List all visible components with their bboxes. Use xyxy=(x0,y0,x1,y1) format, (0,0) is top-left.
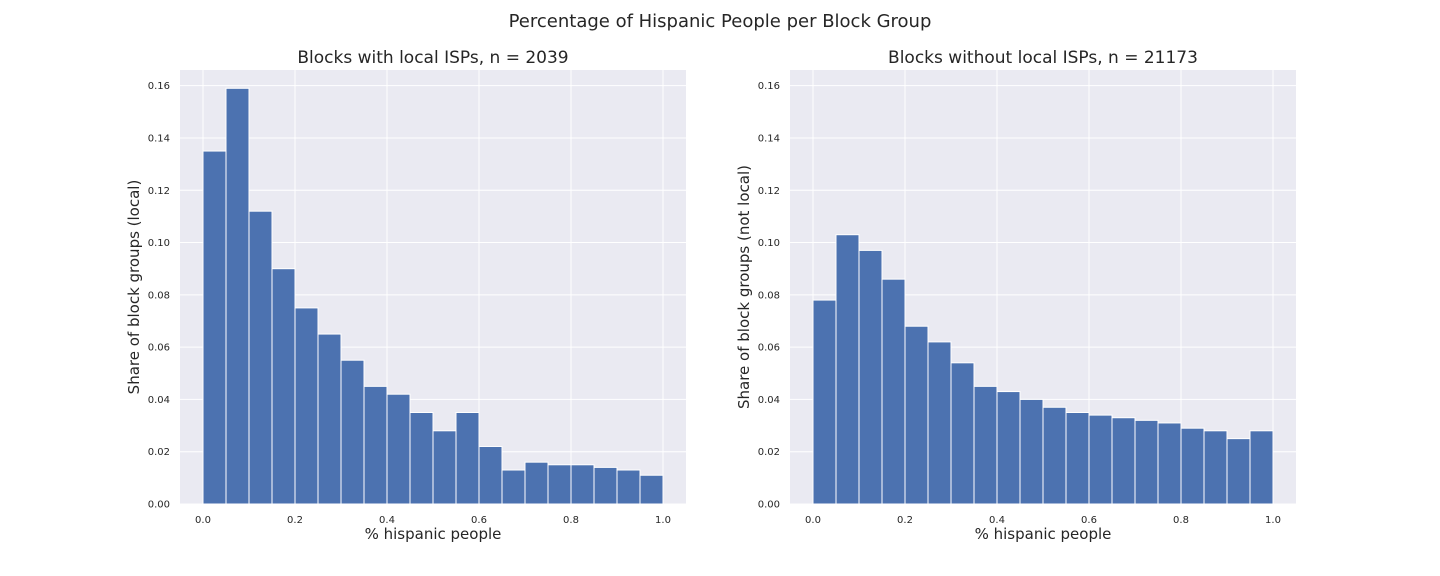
histogram-bar xyxy=(1065,411,1090,505)
panel-title: Blocks with local ISPs, n = 2039 xyxy=(297,48,568,68)
histogram-bar xyxy=(835,234,860,505)
y-tick-label: 0.14 xyxy=(148,133,170,144)
y-tick-label: 0.08 xyxy=(758,290,780,301)
x-tick-label: 0.4 xyxy=(379,515,395,526)
x-tick-label: 0.0 xyxy=(805,515,821,526)
histogram-bar xyxy=(812,299,837,505)
histogram-bar xyxy=(904,325,929,505)
y-tick-label: 0.16 xyxy=(148,81,170,92)
y-tick-label: 0.14 xyxy=(758,133,780,144)
x-tick-label: 0.2 xyxy=(287,515,303,526)
chart-panel-left: 0.00 0.02 0.04 0.06 0.08 0.10 0.12 0.14 0.16 0.0 0… xyxy=(125,48,686,543)
histogram-bar xyxy=(202,150,227,505)
histogram-bar xyxy=(547,464,572,505)
y-axis-label: Share of block groups (local) xyxy=(125,180,143,395)
x-axis-label: % hispanic people xyxy=(975,525,1112,543)
histogram-bar xyxy=(1042,406,1067,505)
panel-title: Blocks without local ISPs, n = 21173 xyxy=(888,48,1198,68)
y-tick-label: 0.02 xyxy=(148,447,170,458)
histogram-bar xyxy=(225,87,250,505)
histogram-bar xyxy=(501,469,526,505)
histogram-bar xyxy=(478,445,503,505)
histogram-bar xyxy=(317,333,342,505)
y-tick-label: 0.12 xyxy=(148,186,170,197)
histogram-bar xyxy=(455,411,480,505)
y-tick-label: 0.10 xyxy=(148,238,170,249)
y-tick-label: 0.16 xyxy=(758,81,780,92)
x-tick-label: 0.8 xyxy=(563,515,579,526)
histogram-bar xyxy=(432,430,457,505)
histogram-bar xyxy=(294,307,319,505)
histogram-bar xyxy=(363,385,388,505)
x-tick-label: 1.0 xyxy=(1265,515,1281,526)
histogram-bar xyxy=(1180,427,1205,505)
histogram-bar xyxy=(973,385,998,505)
histogram-bar xyxy=(1203,430,1228,505)
histogram-bar xyxy=(950,362,975,505)
histogram-bar xyxy=(570,464,595,505)
y-tick-label: 0.00 xyxy=(148,500,170,511)
histogram-bar xyxy=(409,411,434,505)
histogram-bar xyxy=(271,268,296,505)
chart-panel-right: 0.00 0.02 0.04 0.06 0.08 0.10 0.12 0.14 0.16 0.0 0… xyxy=(735,48,1296,543)
x-axis-label: % hispanic people xyxy=(365,525,502,543)
histogram-bar xyxy=(386,393,411,505)
histogram-bar xyxy=(639,474,664,505)
y-axis-label: Share of block groups (not local) xyxy=(735,165,753,409)
histogram-bar xyxy=(524,461,549,505)
histogram-bar xyxy=(1019,398,1044,505)
histogram-bar xyxy=(616,469,641,505)
x-tick-label: 0.6 xyxy=(1081,515,1097,526)
y-tick-label: 0.04 xyxy=(758,395,780,406)
x-tick-label: 0.0 xyxy=(195,515,211,526)
x-tick-label: 0.8 xyxy=(1173,515,1189,526)
y-tick-label: 0.10 xyxy=(758,238,780,249)
histogram-bar xyxy=(340,359,365,505)
y-tick-label: 0.00 xyxy=(758,500,780,511)
histogram-bar xyxy=(1134,419,1159,505)
histogram-bar xyxy=(1249,430,1274,505)
y-tick-label: 0.12 xyxy=(758,186,780,197)
histogram-bar xyxy=(1088,414,1113,505)
y-tick-label: 0.08 xyxy=(148,290,170,301)
histogram-bar xyxy=(927,341,952,505)
y-tick-label: 0.02 xyxy=(758,447,780,458)
histogram-bar xyxy=(858,249,883,505)
histogram-bar xyxy=(593,466,618,505)
x-tick-label: 0.4 xyxy=(989,515,1005,526)
x-tick-label: 0.2 xyxy=(897,515,913,526)
y-tick-label: 0.06 xyxy=(758,343,780,354)
histogram-bar xyxy=(1157,422,1182,505)
histogram-bar xyxy=(1111,417,1136,505)
y-tick-label: 0.06 xyxy=(148,343,170,354)
histogram-bar xyxy=(996,391,1021,505)
histogram-bar xyxy=(1226,438,1251,505)
histogram-bar xyxy=(881,278,906,505)
figure-title: Percentage of Hispanic People per Block … xyxy=(509,11,932,32)
y-tick-label: 0.04 xyxy=(148,395,170,406)
x-tick-label: 0.6 xyxy=(471,515,487,526)
x-tick-label: 1.0 xyxy=(655,515,671,526)
histogram-bar xyxy=(248,210,273,505)
